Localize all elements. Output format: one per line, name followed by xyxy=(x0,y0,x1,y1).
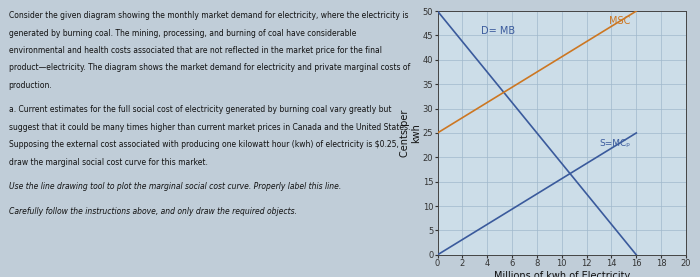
Text: MSC: MSC xyxy=(609,16,630,26)
Text: a. Current estimates for the full social cost of electricity generated by burnin: a. Current estimates for the full social… xyxy=(8,105,391,114)
Text: Supposing the external cost associated with producing one kilowatt hour (kwh) of: Supposing the external cost associated w… xyxy=(8,140,398,149)
Text: environmental and health costs associated that are not reflected in the market p: environmental and health costs associate… xyxy=(8,46,382,55)
Text: generated by burning coal. The mining, processing, and burning of coal have cons: generated by burning coal. The mining, p… xyxy=(8,29,356,37)
Text: S=MCₚ: S=MCₚ xyxy=(599,138,630,148)
Text: suggest that it could be many times higher than current market prices in Canada : suggest that it could be many times high… xyxy=(8,123,410,132)
Text: Use the line drawing tool to plot the marginal social cost curve. Properly label: Use the line drawing tool to plot the ma… xyxy=(8,182,341,191)
Text: product—electricity. The diagram shows the market demand for electricity and pri: product—electricity. The diagram shows t… xyxy=(8,63,410,72)
Text: Carefully follow the instructions above, and only draw the required objects.: Carefully follow the instructions above,… xyxy=(8,207,297,216)
Text: Consider the given diagram showing the monthly market demand for electricity, wh: Consider the given diagram showing the m… xyxy=(8,11,408,20)
Text: production.: production. xyxy=(8,81,52,90)
Y-axis label: Cents per
kwh: Cents per kwh xyxy=(400,109,421,157)
Text: draw the marginal social cost curve for this market.: draw the marginal social cost curve for … xyxy=(8,158,207,167)
X-axis label: Millions of kwh of Electricity: Millions of kwh of Electricity xyxy=(494,271,630,277)
Text: D= MB: D= MB xyxy=(481,26,515,36)
